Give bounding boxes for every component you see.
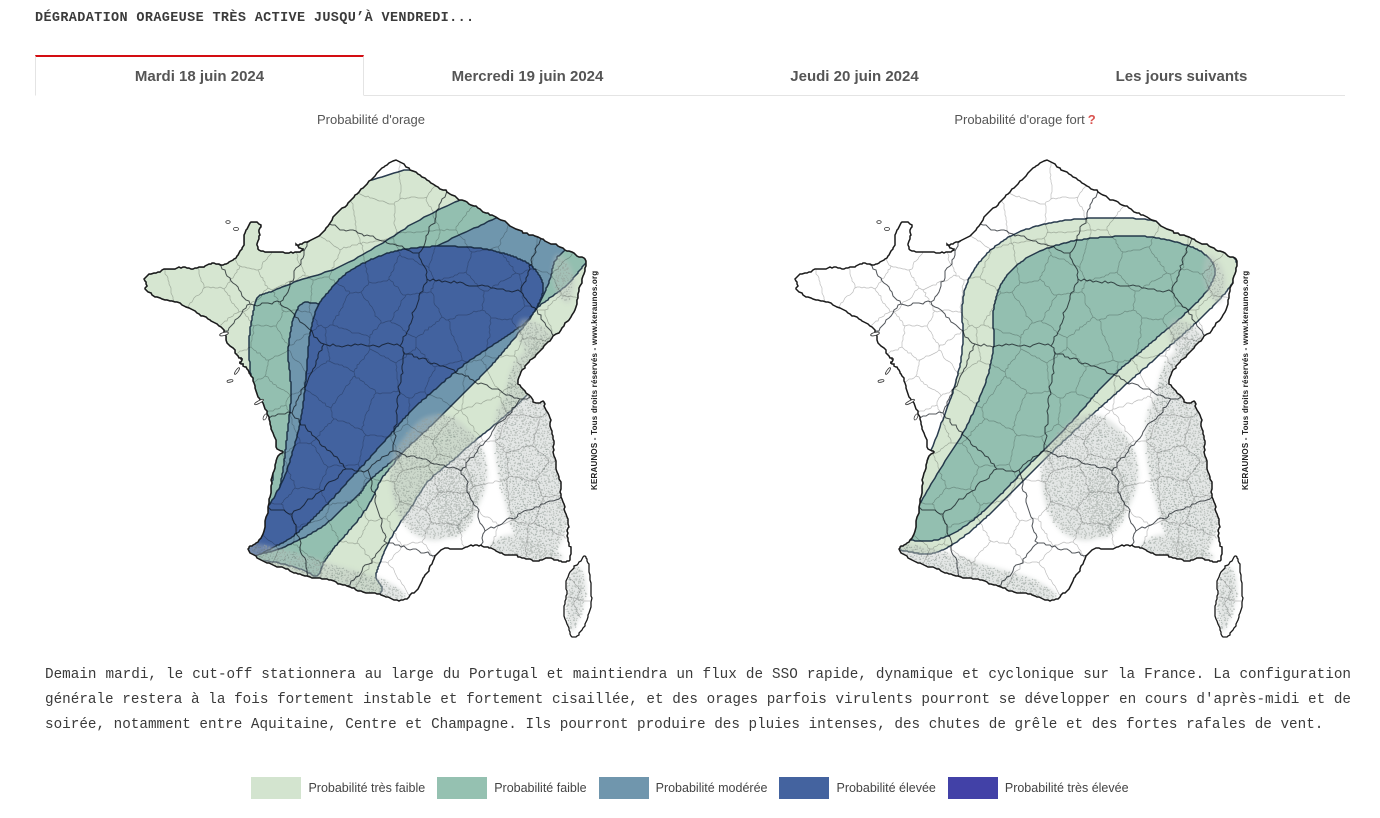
band-dark xyxy=(247,245,544,557)
france-map-storm: KERAUNOS - Tous droits réservés - www.ke… xyxy=(143,159,599,638)
legend-label: Probabilité très faible xyxy=(308,781,426,795)
legend-swatch-low xyxy=(437,777,488,799)
probability-legend: Probabilité très faible Probabilité faib… xyxy=(0,777,1380,799)
legend-label: Probabilité modérée xyxy=(655,781,768,795)
map-caption-severe-storm: Probabilité d'orage fort? xyxy=(954,112,1096,127)
tab-day-3[interactable]: Jeudi 20 juin 2024 xyxy=(790,67,919,85)
legend-label: Probabilité faible xyxy=(494,781,587,795)
severe-storm-probability-map: KERAUNOS - Tous droits réservés - www.ke… xyxy=(791,145,1251,665)
map-caption-storm: Probabilité d'orage xyxy=(317,112,425,127)
legend-swatch-high xyxy=(779,777,830,799)
tab-following-days[interactable]: Les jours suivants xyxy=(1115,67,1248,85)
france-map-severe-storm: KERAUNOS - Tous droits réservés - www.ke… xyxy=(794,159,1250,638)
legend-label: Probabilité élevée xyxy=(836,781,936,795)
legend-item: Probabilité très faible xyxy=(251,777,425,799)
map-attribution: KERAUNOS - Tous droits réservés - www.ke… xyxy=(590,271,599,490)
forecast-text: Demain mardi, le cut-off stationnera au … xyxy=(45,667,1351,733)
legend-swatch-moderate xyxy=(598,777,649,799)
map-attribution: KERAUNOS - Tous droits réservés - www.ke… xyxy=(1241,271,1250,490)
legend-item: Probabilité très élevée xyxy=(947,777,1129,799)
help-question-icon[interactable]: ? xyxy=(1087,112,1096,127)
legend-item: Probabilité modérée xyxy=(598,777,768,799)
legend-swatch-very-high xyxy=(947,777,998,799)
legend-item: Probabilité faible xyxy=(437,777,587,799)
legend-swatch-very-low xyxy=(251,777,302,799)
day-tabs: Mardi 18 juin 2024 Mercredi 19 juin 2024… xyxy=(35,55,1345,96)
storm-probability-map: KERAUNOS - Tous droits réservés - www.ke… xyxy=(140,145,600,665)
tab-day-2[interactable]: Mercredi 19 juin 2024 xyxy=(451,67,604,85)
legend-item: Probabilité élevée xyxy=(779,777,936,799)
legend-label: Probabilité très élevée xyxy=(1004,781,1129,795)
tab-day-1[interactable]: Mardi 18 juin 2024 xyxy=(35,55,364,96)
page-title: DÉGRADATION ORAGEUSE TRÈS ACTIVE JUSQU’À… xyxy=(35,11,475,26)
